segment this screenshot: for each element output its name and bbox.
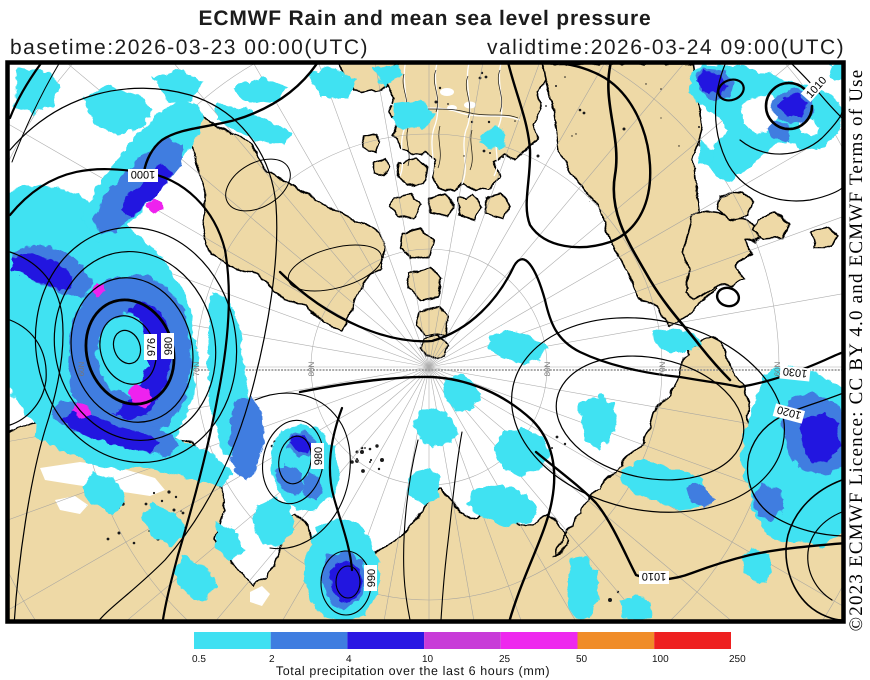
svg-text:ECMWF Rain and mean sea level: ECMWF Rain and mean sea level pressure	[199, 7, 652, 30]
svg-text:1030: 1030	[782, 365, 808, 379]
svg-text:980: 980	[163, 337, 175, 355]
svg-text:80N: 80N	[543, 361, 552, 376]
svg-text:70N: 70N	[658, 361, 667, 376]
svg-text:250: 250	[729, 654, 746, 665]
svg-text:1000: 1000	[131, 168, 155, 180]
svg-text:60N: 60N	[77, 361, 86, 376]
svg-text:70N: 70N	[192, 361, 201, 376]
svg-text:980: 980	[313, 447, 325, 465]
svg-text:©2023 ECMWF Licence: CC BY 4.0: ©2023 ECMWF Licence: CC BY 4.0 and ECMWF…	[846, 69, 867, 632]
svg-text:validtime:2026-03-24 09:00(UTC: validtime:2026-03-24 09:00(UTC)	[487, 36, 845, 59]
svg-text:990: 990	[366, 569, 378, 587]
svg-text:basetime:2026-03-23 00:00(UTC): basetime:2026-03-23 00:00(UTC)	[10, 36, 369, 59]
svg-text:60N: 60N	[773, 361, 782, 376]
svg-text:25: 25	[499, 654, 511, 665]
svg-text:50: 50	[576, 654, 588, 665]
svg-text:Total precipitation over the l: Total precipitation over the last 6 hour…	[276, 664, 550, 678]
svg-text:0.5: 0.5	[192, 654, 206, 665]
svg-text:2: 2	[269, 654, 275, 665]
svg-text:100: 100	[652, 654, 669, 665]
svg-text:10: 10	[422, 654, 434, 665]
svg-text:1010: 1010	[642, 570, 666, 582]
svg-text:976: 976	[146, 338, 158, 356]
svg-text:80N: 80N	[307, 361, 316, 376]
svg-text:4: 4	[346, 654, 352, 665]
